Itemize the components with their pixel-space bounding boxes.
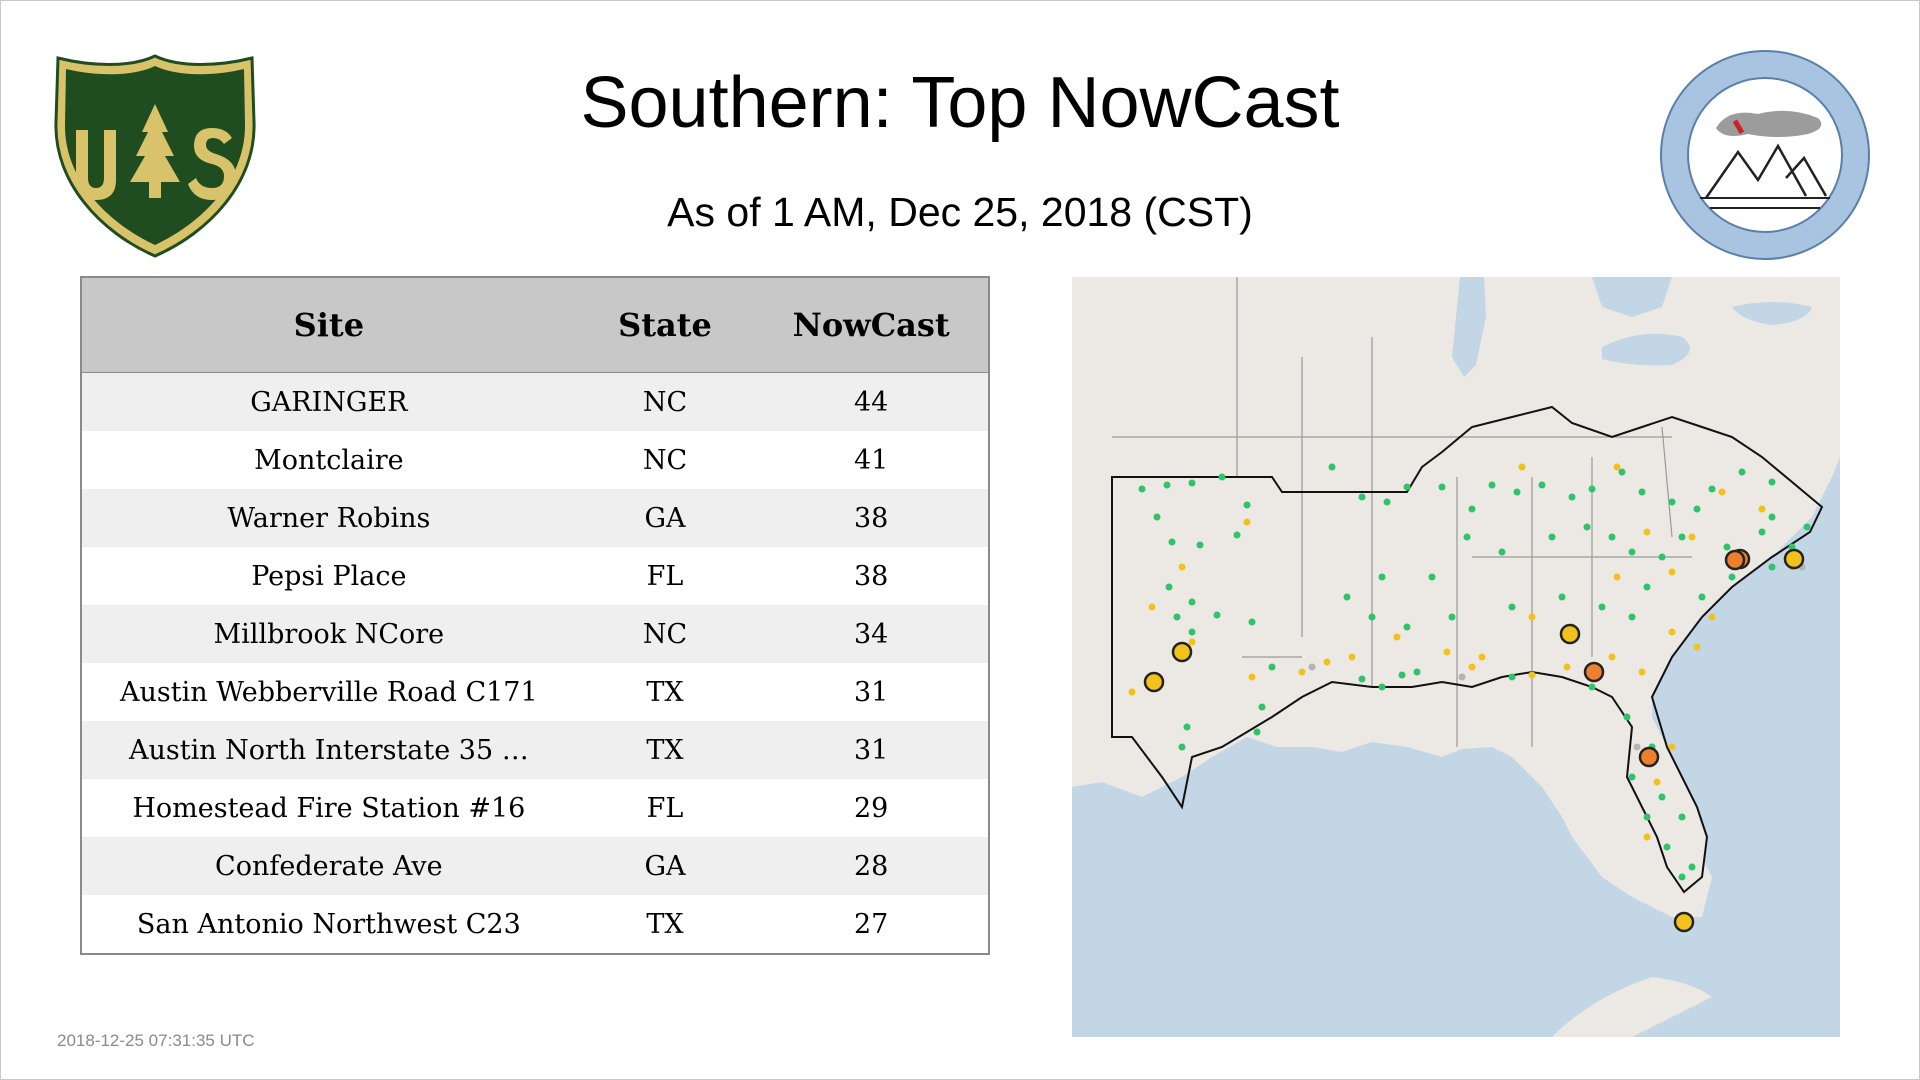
table-row: San Antonio Northwest C23 TX 27 (82, 895, 988, 953)
table-header-row: Site State NowCast (82, 278, 988, 373)
cell-nowcast: 31 (754, 721, 988, 779)
usfs-shield-icon (54, 54, 256, 258)
cell-nowcast: 38 (754, 489, 988, 547)
column-header-nowcast[interactable]: NowCast (754, 278, 988, 373)
column-header-site[interactable]: Site (82, 278, 576, 373)
monitor-dots (1128, 463, 1811, 933)
cell-site: Austin Webberville Road C171 (82, 663, 576, 721)
cell-state: FL (575, 547, 755, 605)
southeast-us-map-icon[interactable] (1072, 277, 1840, 1037)
cell-state: NC (575, 372, 755, 431)
cell-nowcast: 44 (754, 372, 988, 431)
nowcast-table: Site State NowCast GARINGER NC 44 Montclai… (80, 276, 990, 955)
cell-state: GA (575, 489, 755, 547)
cell-state: TX (575, 895, 755, 953)
table-row: Pepsi Place FL 38 (82, 547, 988, 605)
render-timestamp: 2018-12-25 07:31:35 UTC (57, 1031, 255, 1050)
cell-state: FL (575, 779, 755, 837)
cell-nowcast: 28 (754, 837, 988, 895)
cell-nowcast: 38 (754, 547, 988, 605)
page-subtitle: As of 1 AM, Dec 25, 2018 (CST) (667, 189, 1253, 235)
cell-nowcast: 27 (754, 895, 988, 953)
cell-site: Montclaire (82, 431, 576, 489)
cell-site: Homestead Fire Station #16 (82, 779, 576, 837)
wildland-fire-air-quality-icon (1660, 50, 1870, 260)
table-row: Millbrook NCore NC 34 (82, 605, 988, 663)
cell-state: TX (575, 721, 755, 779)
cell-nowcast: 34 (754, 605, 988, 663)
page-title: Southern: Top NowCast (580, 63, 1340, 143)
cell-site: Austin North Interstate 35 … (82, 721, 576, 779)
table-row: Austin North Interstate 35 … TX 31 (82, 721, 988, 779)
cell-site: GARINGER (82, 372, 576, 431)
table-row: GARINGER NC 44 (82, 372, 988, 431)
cell-nowcast: 31 (754, 663, 988, 721)
cell-site: San Antonio Northwest C23 (82, 895, 576, 953)
table-row: Austin Webberville Road C171 TX 31 (82, 663, 988, 721)
cell-site: Confederate Ave (82, 837, 576, 895)
table-row: Homestead Fire Station #16 FL 29 (82, 779, 988, 837)
table-row: Confederate Ave GA 28 (82, 837, 988, 895)
cell-state: TX (575, 663, 755, 721)
cell-state: NC (575, 605, 755, 663)
cell-site: Pepsi Place (82, 547, 576, 605)
column-header-state[interactable]: State (575, 278, 755, 373)
cell-state: GA (575, 837, 755, 895)
cell-site: Warner Robins (82, 489, 576, 547)
table-row: Montclaire NC 41 (82, 431, 988, 489)
table-row: Warner Robins GA 38 (82, 489, 988, 547)
cell-site: Millbrook NCore (82, 605, 576, 663)
cell-nowcast: 41 (754, 431, 988, 489)
cell-nowcast: 29 (754, 779, 988, 837)
cell-state: NC (575, 431, 755, 489)
